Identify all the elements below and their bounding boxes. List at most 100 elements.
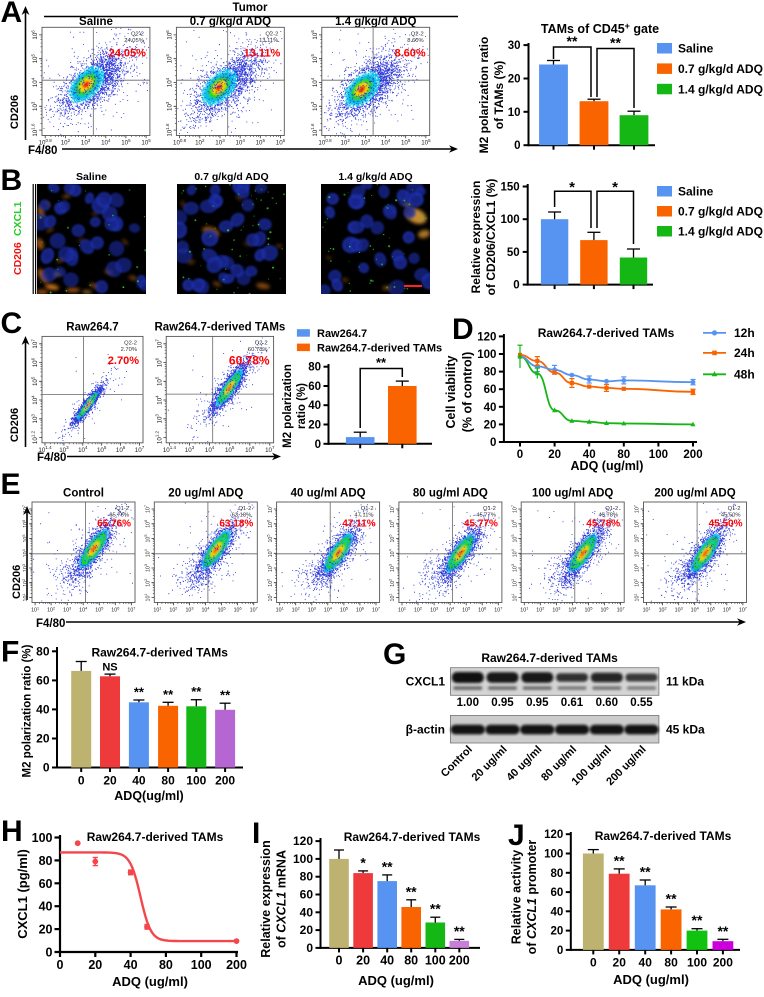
svg-text:102: 102 (292, 606, 300, 613)
svg-text:Q1-2: Q1-2 (728, 506, 741, 512)
svg-text:Q1-2: Q1-2 (483, 506, 496, 512)
svg-text:Q2-2: Q2-2 (124, 340, 137, 346)
svg-text:102: 102 (266, 579, 273, 587)
svg-text:CD206: CD206 (12, 242, 24, 275)
svg-text:107: 107 (372, 606, 380, 613)
svg-text:I: I (252, 817, 260, 850)
svg-text:**: ** (692, 912, 703, 928)
svg-text:0.55: 0.55 (630, 697, 653, 709)
svg-text:Q2-2: Q2-2 (255, 340, 268, 346)
svg-text:63.18%: 63.18% (232, 513, 252, 519)
svg-text:104: 104 (446, 606, 454, 613)
svg-text:Q1-2: Q1-2 (238, 506, 251, 512)
svg-text:101.2: 101.2 (30, 430, 39, 444)
svg-text:**: ** (134, 685, 145, 700)
svg-text:13.11%: 13.11% (259, 38, 278, 44)
svg-text:104: 104 (144, 549, 151, 557)
svg-text:40: 40 (124, 958, 138, 972)
svg-text:100: 100 (501, 214, 520, 226)
svg-text:24h: 24h (734, 346, 755, 360)
svg-text:120: 120 (293, 834, 313, 848)
svg-text:Raw264.7-derived TAMs: Raw264.7-derived TAMs (481, 651, 618, 665)
svg-text:0: 0 (336, 953, 343, 967)
svg-text:Control: Control (63, 488, 104, 500)
svg-text:105: 105 (95, 606, 103, 613)
svg-text:40 ug/ml ADQ: 40 ug/ml ADQ (291, 488, 366, 500)
svg-text:B: B (1, 164, 23, 197)
svg-text:104: 104 (155, 395, 164, 405)
svg-text:105: 105 (266, 534, 273, 542)
svg-text:107: 107 (250, 606, 258, 613)
svg-text:0.7 g/kg/d ADQ: 0.7 g/kg/d ADQ (678, 205, 763, 219)
svg-text:101.6: 101.6 (310, 123, 319, 137)
svg-text:105: 105 (144, 534, 151, 542)
svg-text:20: 20 (36, 732, 50, 746)
svg-text:of CXCL1 mRNA: of CXCL1 mRNA (275, 850, 289, 948)
svg-text:50: 50 (507, 247, 520, 259)
svg-text:0: 0 (78, 774, 85, 788)
svg-text:105: 105 (340, 606, 348, 613)
svg-text:40: 40 (639, 955, 653, 969)
svg-text:F4/80: F4/80 (37, 452, 66, 464)
svg-text:80: 80 (161, 774, 175, 788)
svg-text:60: 60 (484, 384, 497, 396)
svg-text:20: 20 (356, 953, 370, 967)
svg-text:100.8: 100.8 (39, 138, 53, 147)
svg-text:101: 101 (643, 606, 651, 613)
svg-text:80: 80 (159, 958, 173, 972)
svg-text:80: 80 (308, 362, 321, 374)
svg-text:*: * (569, 179, 575, 196)
svg-text:Q2-2: Q2-2 (265, 31, 278, 37)
svg-text:80: 80 (484, 367, 497, 379)
svg-text:0: 0 (513, 280, 519, 292)
svg-text:10: 10 (508, 107, 521, 119)
svg-text:20: 20 (551, 926, 564, 938)
svg-text:TAMs of CD45+ gate: TAMs of CD45+ gate (541, 21, 659, 36)
svg-text:80: 80 (36, 644, 50, 658)
svg-text:103: 103 (185, 606, 193, 613)
svg-text:103: 103 (389, 564, 396, 572)
svg-text:105: 105 (389, 534, 396, 542)
svg-text:M2 polarization: M2 polarization (282, 364, 294, 448)
svg-text:20: 20 (484, 419, 497, 431)
svg-text:13.11%: 13.11% (244, 47, 281, 59)
svg-text:CXCL1: CXCL1 (12, 201, 24, 236)
svg-text:**: ** (567, 33, 578, 49)
svg-text:0.95: 0.95 (526, 697, 549, 709)
svg-text:104: 104 (691, 606, 699, 613)
svg-text:Relative expression: Relative expression (469, 181, 483, 294)
svg-text:107: 107 (494, 606, 502, 613)
svg-text:106: 106 (155, 357, 164, 367)
svg-text:ADQ (ug/ml): ADQ (ug/ml) (112, 974, 188, 989)
svg-text:104: 104 (310, 77, 319, 87)
svg-text:0: 0 (315, 439, 321, 451)
svg-text:45.77%: 45.77% (476, 513, 496, 519)
svg-text:103: 103 (144, 564, 151, 572)
svg-text:45.50%: 45.50% (721, 513, 741, 519)
svg-text:105: 105 (401, 138, 411, 147)
svg-text:104: 104 (389, 549, 396, 557)
svg-text:120: 120 (477, 331, 496, 343)
svg-text:103: 103 (633, 564, 640, 572)
svg-text:Q1-2: Q1-2 (361, 506, 374, 512)
svg-text:Raw264.7-derived TAMs: Raw264.7-derived TAMs (91, 646, 228, 660)
svg-text:101: 101 (633, 593, 640, 601)
svg-text:40: 40 (484, 402, 497, 414)
svg-text:107: 107 (389, 505, 396, 513)
svg-text:102: 102 (536, 606, 544, 613)
svg-text:103: 103 (22, 564, 29, 572)
svg-text:A: A (1, 0, 23, 29)
svg-text:40: 40 (551, 906, 564, 918)
svg-text:*: * (360, 854, 366, 870)
svg-text:G: G (383, 638, 406, 671)
svg-text:Saline: Saline (678, 42, 714, 56)
svg-text:106: 106 (116, 445, 126, 454)
svg-text:1.4 g/kg/d ADQ: 1.4 g/kg/d ADQ (338, 171, 412, 183)
svg-text:105: 105 (256, 138, 266, 147)
svg-text:Raw264.7: Raw264.7 (317, 328, 367, 340)
svg-text:200: 200 (713, 955, 733, 969)
svg-text:100: 100 (477, 349, 496, 361)
svg-text:150: 150 (501, 182, 520, 194)
svg-text:104: 104 (324, 606, 332, 613)
svg-text:104: 104 (633, 549, 640, 557)
